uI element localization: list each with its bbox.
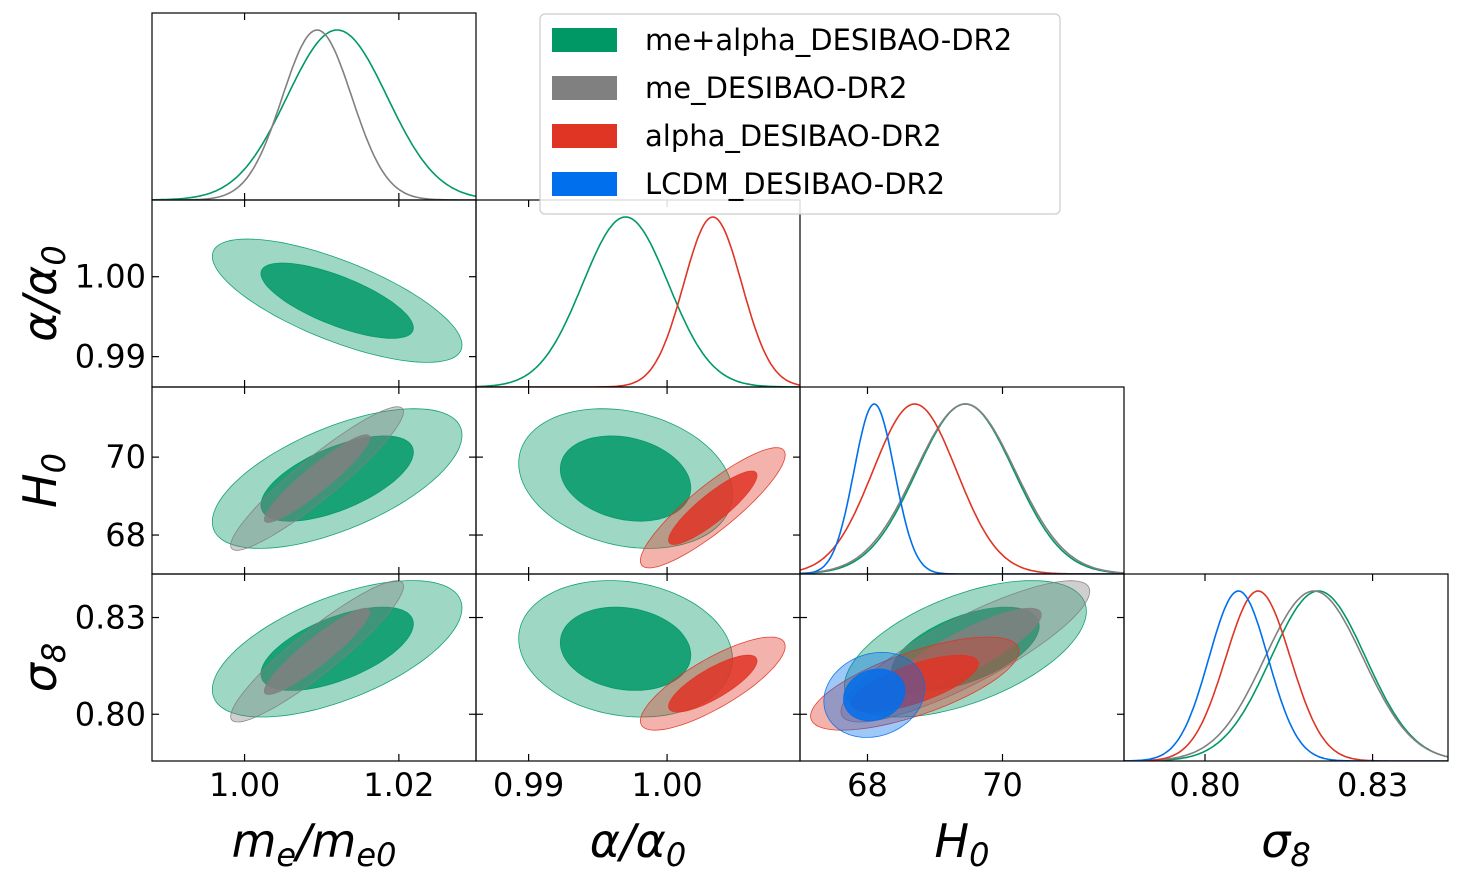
curve-me-alpha-desibao-dr2-sigma8 <box>1124 590 1448 761</box>
panel-alpha-vs-H0 <box>518 408 786 569</box>
legend: me+alpha_DESIBAO-DR2 me_DESIBAO-DR2 alpha_… <box>539 13 1061 215</box>
marginal-sigma8 <box>1124 590 1448 761</box>
legend-swatch-lcdm-desibao-dr2 <box>552 172 617 196</box>
curve-lcdm-desibao-dr2-sigma8 <box>1124 590 1448 761</box>
xtick-label-sigma8-1: 0.83 <box>1337 766 1408 804</box>
panel-H0-vs-sigma8 <box>810 580 1091 738</box>
legend-label-alpha-desibao-dr2: alpha_DESIBAO-DR2 <box>645 119 942 153</box>
contour-me-desibao-dr2-me-H0-inner <box>263 434 371 523</box>
curve-me-desibao-dr2-sigma8 <box>1124 590 1448 761</box>
x-axis-label-alpha: α/α0 <box>590 814 687 873</box>
curve-me-desibao-dr2-me <box>152 29 476 200</box>
frames-layer <box>151 12 1449 762</box>
curve-alpha-desibao-dr2-alpha <box>476 216 800 387</box>
y-axis-label-H0: H0 <box>13 453 73 508</box>
ytick-label-alpha-0: 0.99 <box>75 338 146 376</box>
xtick-label-sigma8-0: 0.80 <box>1169 766 1240 804</box>
y-axis-label-sigma8: σ8 <box>13 643 73 693</box>
panel-me-vs-sigma8 <box>211 580 463 723</box>
ytick-label-alpha-1: 1.00 <box>75 258 146 296</box>
x-axis-label-me: me/me0 <box>232 814 397 873</box>
panel-me-vs-H0 <box>211 406 463 551</box>
legend-swatch-me-alpha-desibao-dr2 <box>552 28 617 52</box>
panel-me-vs-alpha <box>211 238 463 363</box>
xtick-label-me-0: 1.00 <box>209 766 280 804</box>
panel-frame-2-2 <box>799 386 1125 575</box>
xtick-label-alpha-1: 1.00 <box>631 766 702 804</box>
marginal-me <box>152 29 476 200</box>
panel-frame-0-0 <box>151 12 477 201</box>
legend-swatch-me-desibao-dr2 <box>552 76 617 100</box>
ytick-label-sigma8-1: 0.83 <box>75 599 146 637</box>
contour-me-alpha-desibao-dr2-alpha-H0-inner <box>559 435 692 522</box>
panel-frame-1-1 <box>475 199 801 388</box>
ytick-label-H0-1: 70 <box>105 438 146 476</box>
x-axis-label-H0: H0 <box>935 814 990 873</box>
panel-frame-3-3 <box>1123 573 1449 762</box>
marginal-alpha <box>476 216 800 387</box>
ytick-label-sigma8-0: 0.80 <box>75 695 146 733</box>
legend-label-me-alpha-desibao-dr2: me+alpha_DESIBAO-DR2 <box>645 23 1012 57</box>
contours-layer <box>211 238 1091 738</box>
curve-me-alpha-desibao-dr2-alpha <box>476 216 800 387</box>
xtick-label-H0-0: 68 <box>847 766 888 804</box>
legend-box <box>539 13 1061 215</box>
contour-me-alpha-desibao-dr2-alpha-sigma8-inner <box>559 606 692 691</box>
x-axis-label-sigma8: σ8 <box>1261 814 1311 873</box>
contour-me-desibao-dr2-me-sigma8-inner <box>263 607 371 695</box>
panel-alpha-vs-sigma8 <box>518 580 786 731</box>
xtick-label-H0-1: 70 <box>982 766 1023 804</box>
legend-label-lcdm-desibao-dr2: LCDM_DESIBAO-DR2 <box>645 167 945 201</box>
ticks-layer: 1.00 1.02 0.99 1.00 68 70 0.80 0.83 0.99 1.00 68 70… <box>13 13 1408 873</box>
legend-swatch-alpha-desibao-dr2 <box>552 124 617 148</box>
y-axis-label-alpha: α/α0 <box>13 245 73 342</box>
curve-alpha-desibao-dr2-H0 <box>800 403 1124 574</box>
xtick-label-alpha-0: 0.99 <box>493 766 564 804</box>
contour-alpha-desibao-dr2-alpha-sigma8-inner <box>668 654 758 713</box>
curve-lcdm-desibao-dr2-H0 <box>800 403 1124 574</box>
marginal-H0 <box>800 403 1124 574</box>
curve-me-alpha-desibao-dr2-H0 <box>800 403 1124 574</box>
curve-me-desibao-dr2-H0 <box>800 403 1124 574</box>
contour-me-alpha-desibao-dr2-me-alpha-inner <box>260 262 414 339</box>
contour-alpha-desibao-dr2-alpha-H0-inner <box>668 470 758 545</box>
ytick-label-H0-0: 68 <box>105 516 146 554</box>
legend-label-me-desibao-dr2: me_DESIBAO-DR2 <box>645 71 907 105</box>
xtick-label-me-1: 1.02 <box>363 766 434 804</box>
curve-me-alpha-desibao-dr2-me <box>152 29 476 200</box>
curve-alpha-desibao-dr2-sigma8 <box>1124 590 1448 761</box>
contour-lcdm-desibao-dr2-H0-sigma8-inner <box>843 668 906 722</box>
